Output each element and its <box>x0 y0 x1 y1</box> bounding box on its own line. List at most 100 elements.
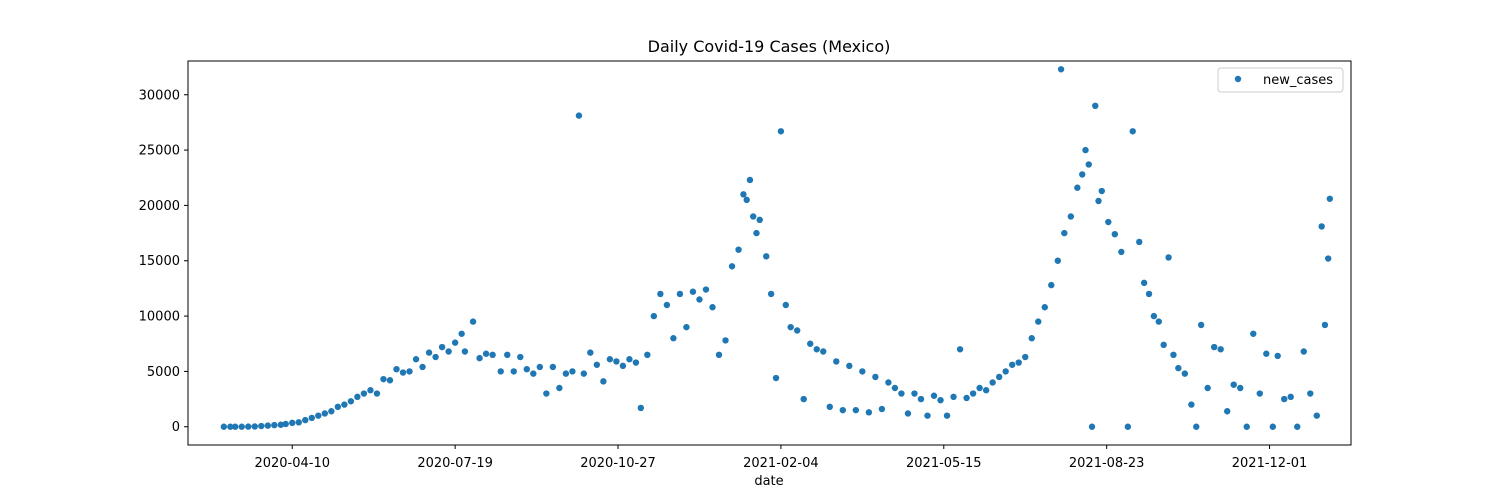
data-point <box>412 356 420 363</box>
data-point <box>482 350 490 357</box>
data-point <box>753 229 760 237</box>
data-point <box>517 353 524 361</box>
data-point <box>1067 213 1075 220</box>
data-point <box>360 390 368 397</box>
data-point <box>982 387 990 394</box>
data-point <box>1193 423 1200 430</box>
data-point <box>367 387 374 394</box>
y-tick-label: 0 <box>172 420 180 435</box>
data-point <box>1082 146 1089 154</box>
data-point <box>238 423 245 430</box>
data-point <box>399 369 407 376</box>
data-point <box>1155 318 1162 325</box>
data-point <box>1145 290 1153 298</box>
x-tick-label: 2020-07-19 <box>417 456 493 471</box>
legend: new_cases <box>1217 67 1344 93</box>
data-point <box>469 318 477 325</box>
data-point <box>282 420 289 428</box>
data-point <box>689 288 697 295</box>
data-point <box>702 286 710 293</box>
data-point <box>1170 351 1177 359</box>
y-tick-label: 30000 <box>139 88 180 103</box>
data-point <box>1088 423 1096 430</box>
data-point <box>696 296 703 303</box>
data-point <box>497 368 504 375</box>
data-point <box>1136 238 1143 246</box>
data-point <box>891 384 899 392</box>
data-point <box>277 421 285 428</box>
data-point <box>743 196 750 204</box>
data-point <box>657 290 664 298</box>
y-tick-label: 5000 <box>147 365 180 380</box>
data-point <box>341 401 348 408</box>
data-point <box>917 395 925 403</box>
data-point <box>593 361 601 368</box>
data-point <box>549 363 557 371</box>
data-point <box>956 346 964 353</box>
data-point <box>334 403 342 411</box>
data-point <box>271 421 278 429</box>
data-point <box>663 301 671 309</box>
legend-marker <box>1234 75 1242 83</box>
data-point <box>1294 423 1301 430</box>
data-point <box>1057 66 1065 73</box>
data-point <box>807 340 814 347</box>
data-point <box>989 379 996 386</box>
chart-title: Daily Covid-19 Cases (Mexico) <box>648 37 891 56</box>
x-tick-label: 2020-10-27 <box>580 456 656 471</box>
data-point <box>872 373 879 381</box>
data-point <box>1165 254 1172 261</box>
data-point <box>1028 335 1035 342</box>
data-point <box>1300 348 1307 355</box>
data-point <box>523 365 531 373</box>
data-point <box>600 378 607 385</box>
data-point <box>1281 395 1288 403</box>
data-point <box>728 263 736 270</box>
x-axis: 2020-04-10 2020-07-19 2020-10-27 2021-02-04… <box>254 445 1307 471</box>
data-point <box>438 343 446 351</box>
data-point <box>1015 359 1022 366</box>
data-point <box>1324 255 1332 262</box>
data-point <box>1326 195 1334 202</box>
data-point <box>569 368 576 375</box>
y-tick-label: 25000 <box>139 144 180 159</box>
data-point <box>1313 412 1320 419</box>
data-point <box>826 403 833 411</box>
x-tick-label: 2021-05-15 <box>906 456 982 471</box>
data-point <box>772 374 780 382</box>
data-point <box>995 373 1003 381</box>
data-point <box>1197 321 1205 329</box>
data-point <box>232 423 239 430</box>
data-point <box>1181 370 1189 377</box>
data-point <box>904 410 912 417</box>
data-point <box>746 176 754 184</box>
data-point <box>626 356 633 363</box>
data-point <box>670 335 677 342</box>
data-point <box>1105 218 1112 226</box>
data-point <box>937 396 944 404</box>
data-point <box>489 351 496 359</box>
data-point <box>461 348 469 355</box>
data-point <box>722 337 729 344</box>
data-point <box>1263 350 1270 357</box>
data-point <box>1175 364 1182 372</box>
data-point <box>1035 318 1042 325</box>
data-point <box>1210 343 1218 351</box>
data-point <box>839 406 846 414</box>
data-point <box>1237 384 1244 392</box>
data-point <box>251 423 258 430</box>
data-point <box>763 253 770 260</box>
data-point <box>833 358 840 365</box>
data-point <box>1061 229 1068 237</box>
data-point <box>476 354 483 362</box>
x-axis-label: date <box>754 474 783 489</box>
data-point <box>1124 423 1132 430</box>
data-point <box>820 348 827 355</box>
data-point <box>587 349 594 356</box>
data-point <box>777 128 785 135</box>
data-point <box>289 419 296 427</box>
data-point <box>846 362 853 370</box>
x-tick-label: 2020-04-10 <box>254 456 330 471</box>
data-point <box>878 405 886 413</box>
